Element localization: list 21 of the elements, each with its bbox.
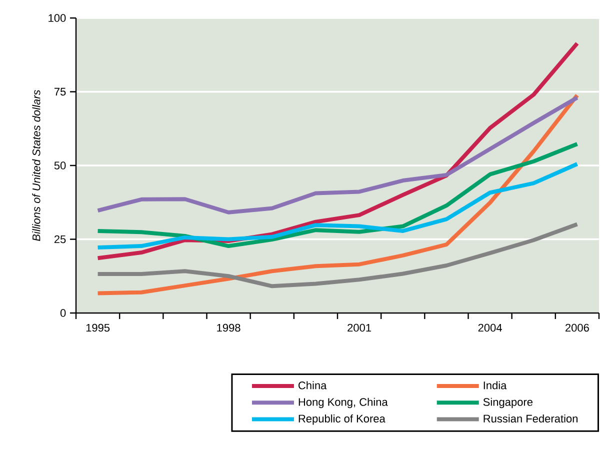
x-tick-label: 1998 xyxy=(217,324,240,332)
legend-label: China xyxy=(298,381,327,390)
y-axis-title: Billions of United States dollars xyxy=(32,90,40,241)
x-tick-label: 1995 xyxy=(86,324,110,332)
x-tick-label: 2001 xyxy=(348,324,371,332)
legend-label: Russian Federation xyxy=(484,414,578,423)
line-series xyxy=(96,142,580,248)
legend-label: India xyxy=(484,381,507,390)
y-tick-label: 50 xyxy=(54,162,66,170)
y-tick-label: 100 xyxy=(48,14,66,22)
x-tick-label: 2004 xyxy=(478,324,502,332)
y-tick-label: 75 xyxy=(54,88,66,96)
y-tick-label: 0 xyxy=(60,309,66,317)
x-tick-label: 2006 xyxy=(566,324,589,332)
y-tick-label: 25 xyxy=(54,235,66,244)
line-series xyxy=(96,162,580,250)
line-series xyxy=(96,222,580,288)
line-series xyxy=(96,93,580,296)
legend-label: Hong Kong, China xyxy=(298,398,388,408)
legend-label: Republic of Korea xyxy=(298,414,386,425)
legend-label: Singapore xyxy=(483,398,533,408)
